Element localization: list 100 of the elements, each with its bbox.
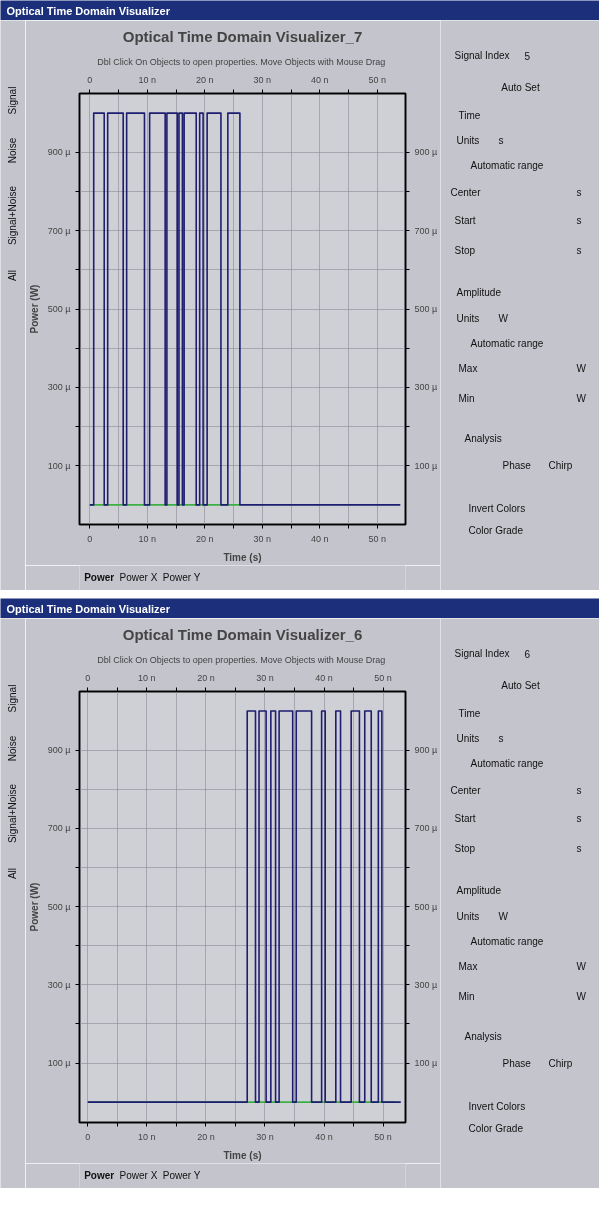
x2-tick-label: 20 n [196,74,214,85]
text: Color Grade [468,525,524,536]
text: Amplitude [456,885,502,896]
chart-subtitle: Dbl Click On Objects to open properties. Move Objects with Mouse Drag [97,654,386,665]
text: Noise [7,137,18,164]
text: s [576,813,582,824]
text: Noise [7,735,18,762]
y-tick-label: 500 µ [47,901,71,912]
text: Signal+Noise [7,783,18,844]
text: Automatic range [470,758,544,769]
y2-tick-label: 700 µ [414,225,438,236]
x2-tick-label: 10 n [138,672,156,683]
text: Invert Colors [468,503,526,514]
text: s [498,135,504,146]
text: Units [456,313,480,324]
text: Units [456,135,480,146]
text: Phase [502,460,532,471]
x-tick-label: 50 n [374,1131,392,1142]
text: W [498,911,509,922]
text: s [498,733,504,744]
text: W [576,961,587,972]
y2-tick-label: 300 µ [414,979,438,990]
text: Max [458,363,478,374]
y-tick-label: 100 µ [47,460,71,471]
text: s [576,215,582,226]
x-tick-label: 0 [85,1131,91,1142]
y-tick-label: 700 µ [47,225,71,236]
text: Optical Time Domain Visualizer [6,4,171,17]
text: Min [458,393,475,404]
y2-tick-label: 500 µ [414,901,438,912]
y2-tick-label: 100 µ [414,1058,438,1069]
y2-tick-label: 900 µ [414,147,438,158]
x-tick-label: 40 n [311,533,329,544]
x2-tick-label: 30 n [253,74,272,85]
x2-tick-label: 20 n [197,672,215,683]
x2-tick-label: 10 n [138,74,157,85]
y2-tick-label: 900 µ [414,745,438,756]
text: Time [458,110,481,121]
x2-tick-label: 40 n [311,74,329,85]
text: All [7,269,18,282]
text: Optical Time Domain Visualizer [6,602,171,615]
text: Max [458,961,478,972]
text: Signal+Noise [7,185,18,246]
text: Units [456,911,480,922]
text: Stop [454,245,476,256]
x2-tick-label: 0 [85,672,91,683]
x-tick-label: 30 n [253,533,272,544]
chart-title: Optical Time Domain Visualizer_7 [122,27,363,45]
x-tick-label: 20 n [197,1131,215,1142]
x-axis-title: Time (s) [223,551,262,563]
text: Start [454,215,476,226]
x-tick-label: 40 n [315,1131,333,1142]
text: Chirp [548,460,573,471]
y2-tick-label: 300 µ [414,382,438,393]
text: Amplitude [456,287,502,298]
text: Power [84,572,115,583]
text: Automatic range [470,936,544,947]
text: Phase [502,1058,532,1069]
y-axis-title: Power (W) [28,882,40,932]
text: All [7,867,18,880]
x-tick-label: 50 n [368,533,387,544]
text: Center [450,785,482,796]
text: Analysis [464,433,502,444]
text: s [576,785,582,796]
y2-tick-label: 500 µ [414,304,438,314]
text: Power Y [162,572,201,583]
text: W [576,991,587,1002]
x-tick-label: 20 n [196,533,214,544]
text: s [576,187,582,198]
y-tick-label: 100 µ [47,1058,71,1069]
text: Stop [454,843,476,854]
text: Invert Colors [468,1101,526,1112]
x2-tick-label: 50 n [374,672,392,683]
text: Power X [119,1170,158,1181]
x2-tick-label: 30 n [256,672,274,683]
y2-tick-label: 100 µ [414,460,438,471]
text: Power [84,1170,115,1181]
y-axis-title: Power (W) [28,284,40,334]
text: Signal Index [454,648,510,659]
text: Time [458,708,481,719]
x-tick-label: 10 n [138,533,157,544]
text: Signal [7,86,18,115]
y-tick-label: 300 µ [47,382,71,393]
x2-tick-label: 40 n [315,672,333,683]
x-tick-label: 30 n [256,1131,274,1142]
text: W [498,313,509,324]
x2-tick-label: 50 n [368,74,387,85]
y2-tick-label: 700 µ [414,823,438,834]
text: Signal [7,684,18,713]
text: 5 [524,50,531,62]
text: Start [454,813,476,824]
x-tick-label: 10 n [138,1131,156,1142]
text: Automatic range [470,160,544,171]
text: Power Y [162,1170,201,1181]
text: s [576,843,582,854]
text: Auto Set [501,680,540,691]
text: Center [450,187,482,198]
y-tick-label: 300 µ [47,979,71,990]
x2-tick-label: 0 [87,74,93,85]
text: s [576,245,582,256]
